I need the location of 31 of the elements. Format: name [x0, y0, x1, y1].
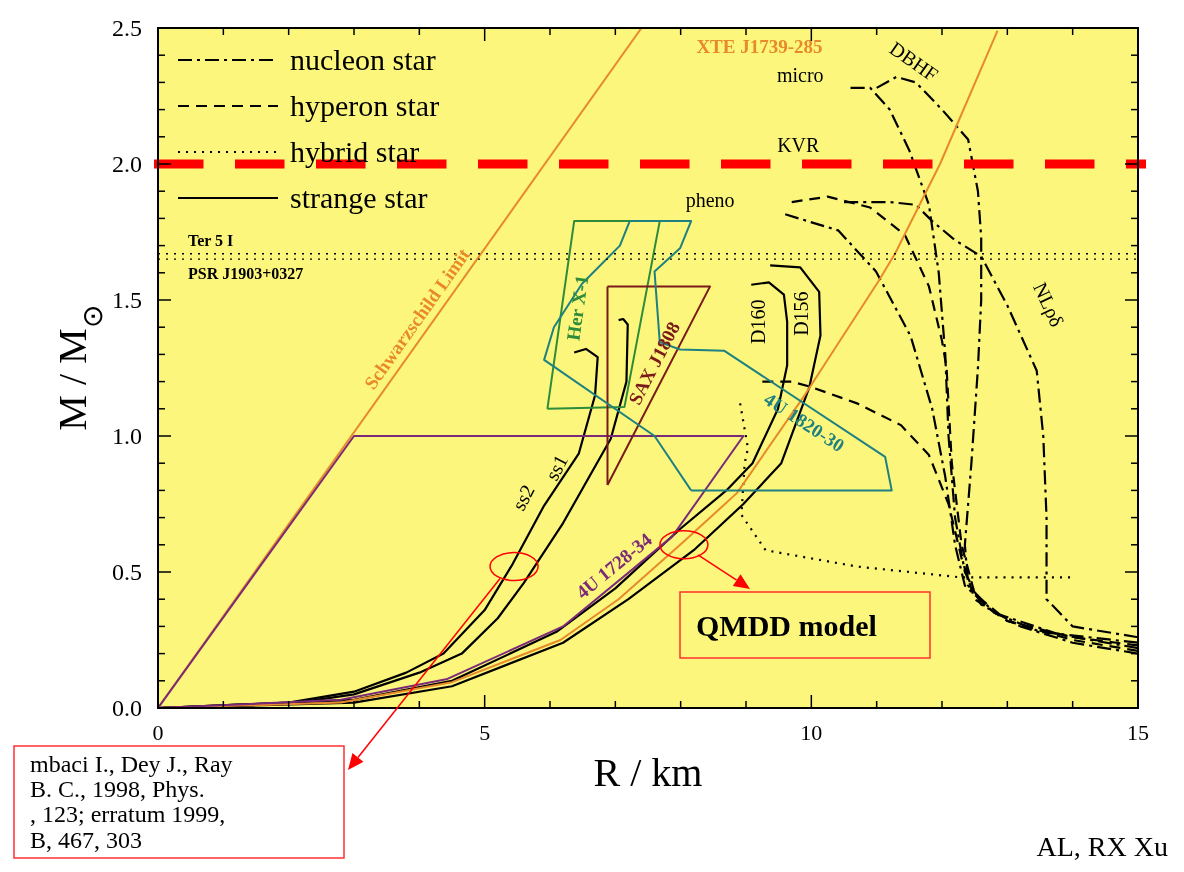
legend-label: hyperon star — [290, 89, 440, 122]
y-tick-label: 2.5 — [112, 15, 142, 41]
text: Her X-1 — [562, 273, 593, 342]
annotation: KVR — [777, 134, 821, 157]
ref-line-label: PSR J1903+0327 — [188, 265, 304, 283]
x-tick-label: 10 — [800, 720, 823, 745]
annotation: ss2 — [507, 480, 539, 514]
x-tick-label: 0 — [152, 720, 164, 745]
annotation: pheno — [685, 188, 735, 212]
x-tick-label: 5 — [479, 720, 491, 745]
y-tick-label: 2.0 — [112, 151, 142, 177]
y-tick-label: 1.5 — [112, 287, 142, 313]
text: AL, RX Xu — [1036, 831, 1168, 862]
text: SAX J1808 — [624, 318, 685, 409]
annotation: QMDD model — [696, 608, 877, 642]
text: mbaci I., Dey J., Ray B. C., 1998, Phys. , 123; erratum 1999, B, 467, 303 — [30, 751, 233, 853]
legend-label: strange star — [290, 181, 428, 214]
x-axis-title: R / km — [593, 750, 703, 795]
ref-line-label: Ter 5 I — [188, 231, 234, 249]
y-tick-label: 0.0 — [112, 695, 142, 721]
annotation: D156 — [790, 291, 813, 336]
legend-label: nucleon star — [290, 43, 436, 76]
y-tick-label: 0.5 — [112, 559, 142, 585]
y-tick-label: 1.0 — [112, 423, 142, 449]
annotation: D160 — [746, 299, 769, 344]
text: XTE J1739-285 — [696, 35, 823, 57]
x-tick-label: 15 — [1127, 720, 1149, 745]
annotation: NLρδ — [1028, 278, 1069, 331]
annotation: micro — [776, 63, 824, 86]
annotation: ss1 — [540, 451, 573, 484]
legend-label: hybrid star — [290, 135, 420, 168]
